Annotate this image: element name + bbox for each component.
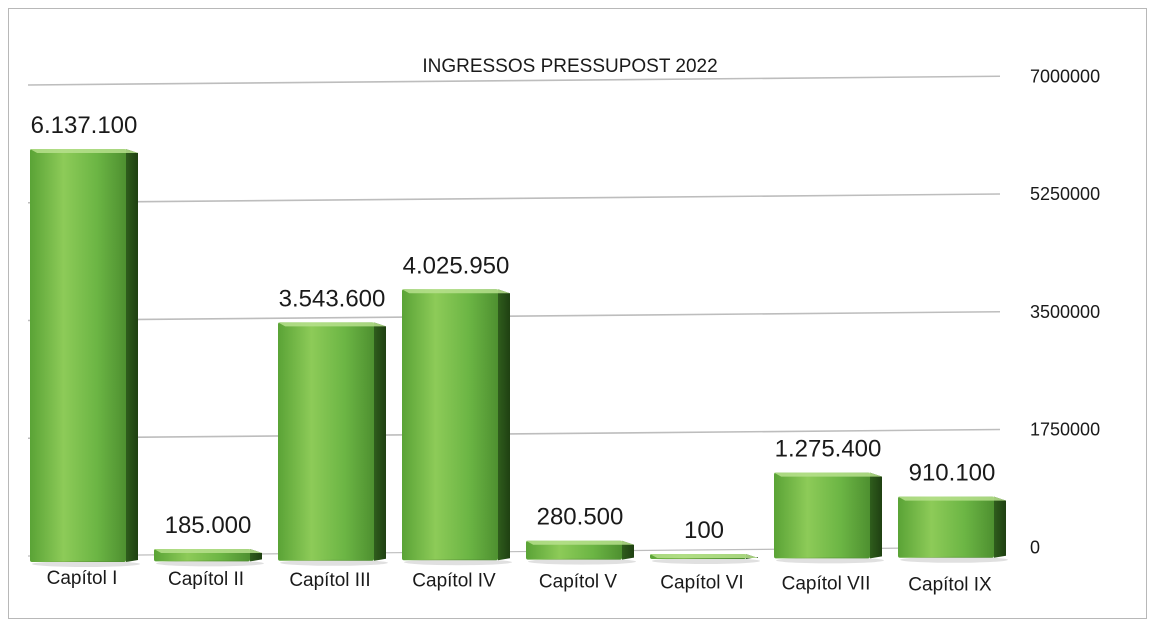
x-tick-label: Capítol V xyxy=(539,572,617,593)
y-tick-label: 5250000 xyxy=(1030,184,1100,204)
bar-top xyxy=(774,472,882,477)
bar-shadow xyxy=(404,559,512,566)
bar-side xyxy=(498,289,510,561)
data-label: 185.000 xyxy=(165,512,252,539)
bar-side xyxy=(870,472,882,559)
gridline xyxy=(27,428,1001,440)
bar-shadow xyxy=(280,559,388,566)
bar-shadow xyxy=(528,558,636,565)
bar-top xyxy=(278,322,386,327)
bar-front xyxy=(898,496,994,558)
y-tick-label: 7000000 xyxy=(1030,66,1100,86)
data-label: 280.500 xyxy=(537,504,624,531)
bar-top xyxy=(402,289,510,294)
x-tick-label: Capítol VI xyxy=(660,573,743,594)
gridline xyxy=(27,193,1001,204)
data-label: 1.275.400 xyxy=(775,436,882,463)
data-label: 6.137.100 xyxy=(31,112,138,139)
data-label: 4.025.950 xyxy=(403,252,510,279)
bar-top xyxy=(526,540,634,545)
bar-top xyxy=(898,496,1006,501)
bar-shadow xyxy=(156,560,264,567)
bar-side xyxy=(374,322,386,561)
x-tick-label: Capítol II xyxy=(168,569,244,590)
bar-front xyxy=(526,540,622,560)
data-label: 3.543.600 xyxy=(279,285,386,312)
bar xyxy=(278,322,388,566)
bar-shadow xyxy=(32,561,140,567)
bar-side xyxy=(994,496,1006,558)
bar-front xyxy=(774,472,870,559)
bar-top xyxy=(154,548,262,553)
bar xyxy=(526,540,636,565)
bar xyxy=(402,289,512,566)
x-tick-label: Capítol I xyxy=(47,568,118,589)
data-labels: 6.137.100 185.000 3.543.600 4.025.950 280.50… xyxy=(31,112,996,544)
bars xyxy=(30,149,1008,567)
bar xyxy=(650,554,760,564)
bar-side xyxy=(622,540,634,560)
x-tick-label: Capítol VII xyxy=(782,573,871,594)
gridline xyxy=(27,75,1001,86)
y-axis-ticks: 0 1750000 3500000 5250000 7000000 xyxy=(1030,66,1100,557)
x-tick-label: Capítol IV xyxy=(412,571,496,592)
bar-front xyxy=(278,322,374,561)
chart-title: INGRESSOS PRESSUPOST 2022 xyxy=(422,56,717,77)
data-label: 910.100 xyxy=(909,460,996,487)
y-tick-label: 1750000 xyxy=(1030,420,1100,440)
x-axis-ticks: Capítol I Capítol II Capítol III Capítol IV… xyxy=(47,568,992,595)
y-tick-label: 0 xyxy=(1030,537,1040,557)
bar xyxy=(898,496,1008,563)
y-tick-label: 3500000 xyxy=(1030,302,1100,322)
data-label: 100 xyxy=(684,517,724,544)
bar xyxy=(30,149,140,567)
bar-shadow xyxy=(776,557,884,564)
x-tick-label: Capítol III xyxy=(289,570,370,591)
bar-front xyxy=(30,149,126,562)
bar-shadow xyxy=(900,556,1008,563)
bar-front xyxy=(402,289,498,561)
x-tick-label: Capítol IX xyxy=(908,574,992,595)
bar-shadow xyxy=(652,558,760,564)
bar-top xyxy=(650,554,758,558)
bar xyxy=(774,472,884,564)
bar-top xyxy=(30,149,138,154)
bar-side xyxy=(126,149,138,562)
bar xyxy=(154,548,264,567)
gridline xyxy=(27,310,1001,322)
